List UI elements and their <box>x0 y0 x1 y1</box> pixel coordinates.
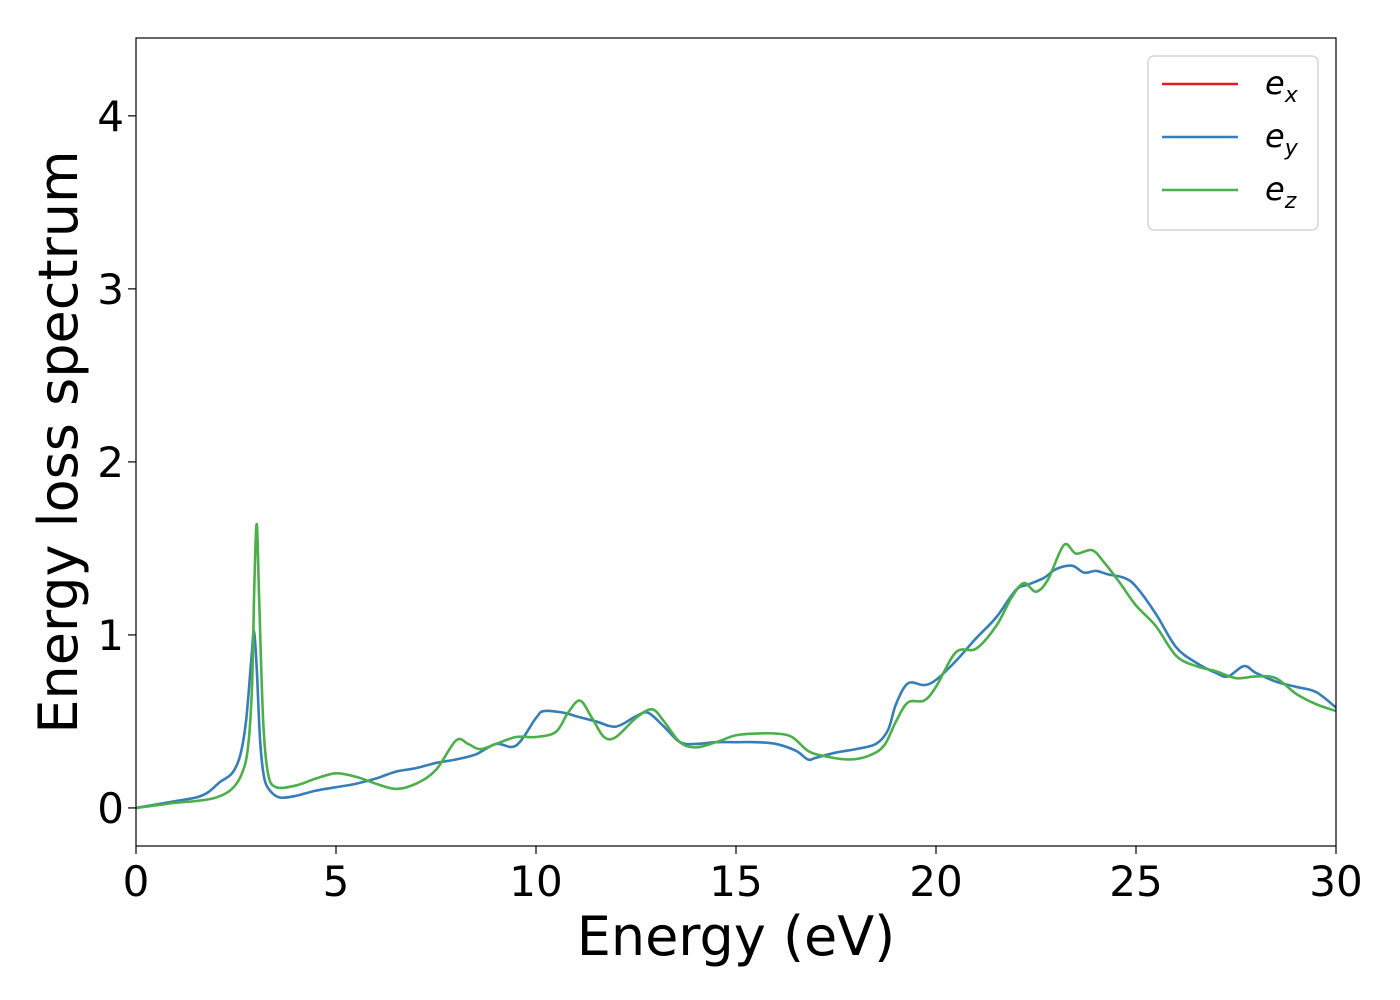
legend-subscript: z <box>1284 189 1297 214</box>
x-axis-ticks: 0 5 10 15 20 25 30 <box>123 846 1363 906</box>
plot-background <box>136 38 1336 846</box>
series-layer <box>135 522 1337 810</box>
y-tick-label: 2 <box>97 438 124 487</box>
y-tick-label: 3 <box>97 265 124 314</box>
legend-subscript: y <box>1284 136 1299 161</box>
x-tick-label: 20 <box>909 857 962 906</box>
y-tick-label: 1 <box>97 611 124 660</box>
series-line-e-y <box>135 564 1337 810</box>
legend-subscript: x <box>1284 83 1299 108</box>
y-tick-label: 0 <box>97 784 124 833</box>
y-tick-label: 4 <box>97 92 124 141</box>
x-tick-label: 5 <box>323 857 350 906</box>
x-tick-label: 30 <box>1309 857 1362 906</box>
y-axis-label: Energy loss spectrum <box>27 150 90 733</box>
x-tick-label: 15 <box>709 857 762 906</box>
legend-label-z: ez <box>1265 170 1297 214</box>
x-tick-label: 10 <box>509 857 562 906</box>
x-axis-label: Energy (eV) <box>577 905 896 968</box>
x-tick-label: 0 <box>123 857 150 906</box>
series-line-e-z <box>135 522 1337 810</box>
y-axis-ticks: 0 1 2 3 4 <box>97 92 136 833</box>
legend-frame <box>1147 55 1319 231</box>
x-tick-label: 25 <box>1109 857 1162 906</box>
